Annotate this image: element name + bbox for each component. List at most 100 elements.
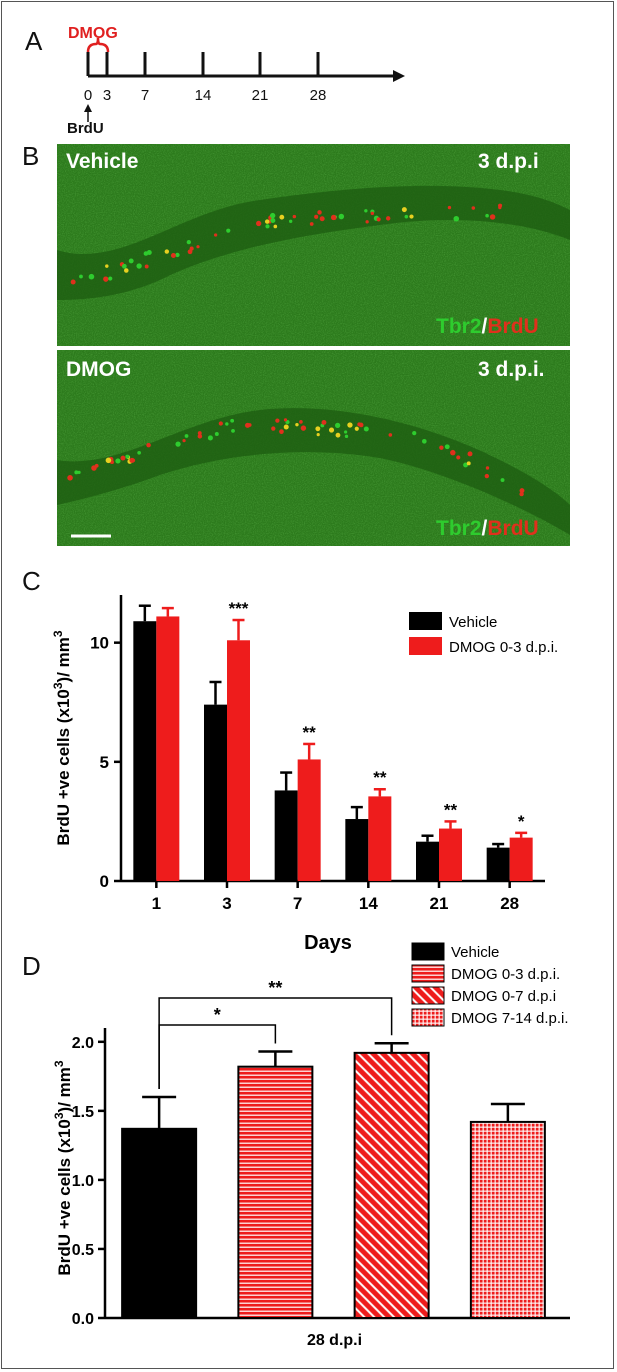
cell-marker xyxy=(105,457,112,464)
cell-marker xyxy=(519,491,524,497)
cell-marker xyxy=(376,217,381,222)
cell-marker xyxy=(226,228,231,233)
y-label-superscript: 3 xyxy=(52,1112,66,1119)
bar xyxy=(227,640,250,881)
micrograph-stain-label: Tbr2/BrdU xyxy=(436,315,539,338)
cell-marker xyxy=(187,249,193,255)
cell-marker xyxy=(334,422,341,429)
cell-marker xyxy=(270,217,276,224)
x-tick-label: 3 xyxy=(222,894,231,913)
cell-marker xyxy=(218,421,223,426)
cell-marker xyxy=(256,220,262,227)
cell-marker xyxy=(364,209,368,213)
bar xyxy=(509,837,533,881)
cell-marker xyxy=(225,422,229,426)
cell-marker xyxy=(463,462,468,468)
cell-marker xyxy=(137,450,141,455)
stain-a: Tbr2 xyxy=(436,517,482,540)
cell-marker xyxy=(74,470,79,475)
cell-marker xyxy=(404,214,409,219)
bar xyxy=(368,796,392,881)
cell-marker xyxy=(485,213,489,218)
cell-marker xyxy=(489,214,496,220)
y-label-text: BrdU +ve cells (x10 xyxy=(54,689,73,845)
y-label-text: )/ mm xyxy=(55,1067,74,1112)
stain-b: BrdU xyxy=(487,517,538,540)
comparison-bracket xyxy=(158,997,393,1090)
cell-marker xyxy=(170,253,176,258)
cell-marker xyxy=(143,251,149,256)
cell-marker xyxy=(319,216,325,222)
bar xyxy=(121,1127,198,1320)
timeline-tick-label: 14 xyxy=(195,87,212,104)
cell-marker xyxy=(466,461,471,466)
panel-label-c: C xyxy=(22,566,41,596)
cell-marker xyxy=(467,451,473,457)
cell-marker xyxy=(273,224,278,229)
timeline-tick-label: 21 xyxy=(252,87,269,104)
cell-marker xyxy=(412,430,417,436)
cell-marker xyxy=(146,442,151,448)
cell-marker xyxy=(439,445,444,450)
cell-marker xyxy=(164,249,170,254)
cell-marker xyxy=(519,488,525,494)
cell-marker xyxy=(182,439,186,443)
cell-marker xyxy=(144,264,149,269)
cell-markers xyxy=(70,203,503,285)
y-tick-label: 0 xyxy=(100,872,109,891)
bar xyxy=(274,790,298,881)
bar xyxy=(416,841,439,881)
micrograph-condition: Vehicle xyxy=(66,150,138,173)
legend: Vehicle DMOG 0-3 d.p.i. DMOG 0-7 d.p.i DMOG… xyxy=(411,942,569,1027)
stain-a: Tbr2 xyxy=(436,315,482,338)
micrograph-timepoint: 3 d.p.i. xyxy=(478,358,545,381)
cell-marker xyxy=(300,425,307,431)
cell-marker xyxy=(128,258,134,264)
cell-marker xyxy=(197,434,203,439)
cell-marker xyxy=(271,426,276,431)
cell-marker xyxy=(105,264,109,268)
cell-marker xyxy=(124,268,129,273)
legend-swatch xyxy=(411,1008,445,1027)
legend-label: DMOG 7-14 d.p.i. xyxy=(451,1010,569,1027)
legend-swatch xyxy=(411,986,445,1005)
cell-marker xyxy=(447,205,452,210)
cell-marker xyxy=(344,434,349,439)
cell-marker xyxy=(120,455,126,461)
micrograph-vehicle: Vehicle 3 d.p.i Tbr2/BrdU xyxy=(57,144,570,346)
cell-marker xyxy=(485,466,490,470)
treatment-bracket xyxy=(86,37,110,53)
bar xyxy=(156,616,180,881)
cell-marker xyxy=(175,252,180,258)
timeline-tick-label: 3 xyxy=(103,87,111,104)
legend: Vehicle DMOG 0-3 d.p.i. xyxy=(409,612,558,656)
x-tick-label: 1 xyxy=(152,894,161,913)
legend-label: DMOG 0-3 d.p.i. xyxy=(449,639,558,656)
cell-marker xyxy=(299,420,303,424)
granule-layer xyxy=(57,185,570,300)
cell-marker xyxy=(94,463,99,468)
cell-marker xyxy=(108,276,113,281)
cell-marker xyxy=(214,432,219,436)
cell-marker xyxy=(422,439,427,444)
bar xyxy=(204,704,227,881)
cell-marker xyxy=(484,473,490,479)
cell-marker xyxy=(207,435,213,441)
cell-marker xyxy=(115,458,121,464)
timeline-arrowhead xyxy=(393,70,405,82)
significance-label: * xyxy=(518,812,525,831)
cell-marker xyxy=(269,212,276,219)
cell-marker xyxy=(79,274,83,279)
injection-arrowhead-icon xyxy=(84,104,92,112)
x-tick-label: 21 xyxy=(430,894,449,913)
cell-marker xyxy=(125,454,130,459)
cell-marker xyxy=(283,418,288,422)
cell-marker xyxy=(231,428,235,433)
legend-label: Vehicle xyxy=(451,944,499,961)
legend-label: DMOG 0-3 d.p.i. xyxy=(451,966,560,983)
y-tick-label: 1.0 xyxy=(72,1173,94,1190)
y-axis-label: BrdU +ve cells (x103)/ mm3 xyxy=(51,630,73,845)
y-label-superscript: 3 xyxy=(51,630,65,637)
